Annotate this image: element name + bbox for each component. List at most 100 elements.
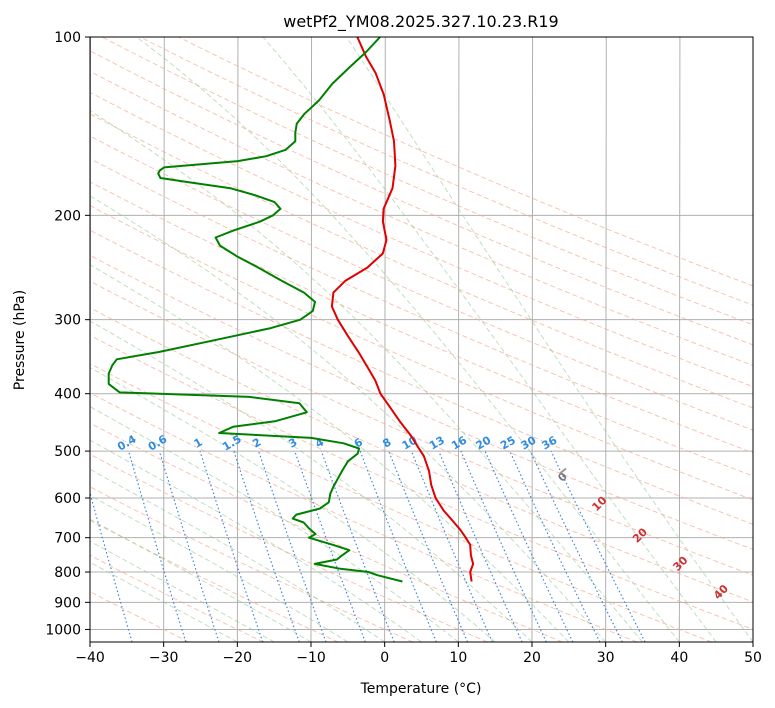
mixing-ratio-line xyxy=(158,450,220,642)
mixing-ratio-label: 1 xyxy=(192,436,205,451)
moist-adiabat-line xyxy=(90,540,275,642)
mixing-ratio-label: 0.1 xyxy=(18,433,41,454)
moist-adiabat-label: 40 xyxy=(711,582,731,602)
dry-adiabat-line xyxy=(90,254,753,550)
mixing-ratio-line xyxy=(550,450,646,642)
mixing-ratio-line xyxy=(320,450,395,642)
moist-adiabat-line xyxy=(90,439,422,642)
isotherm-line xyxy=(384,37,386,642)
mixing-ratio-label: 1.5 xyxy=(220,433,243,454)
y-tick-label: 500 xyxy=(54,444,81,460)
mixing-ratio-line xyxy=(509,450,601,642)
y-tick-label: 700 xyxy=(54,531,81,547)
x-tick-label: 50 xyxy=(744,650,762,666)
mixing-ratio-label: 2 xyxy=(250,436,263,451)
isotherm-line xyxy=(163,37,165,642)
mixing-ratio-line xyxy=(90,490,133,642)
dry-adiabat-line xyxy=(90,453,488,642)
y-tick-label: 200 xyxy=(54,208,81,224)
dry-adiabat-line xyxy=(90,113,753,409)
background-line-labels: 0.10.20.40.611.52346810131620253036-100-… xyxy=(18,432,731,602)
x-tick-label: 30 xyxy=(597,650,615,666)
moist-adiabat-line xyxy=(90,367,496,642)
moist-adiabat-line xyxy=(90,195,607,642)
mixing-ratio-label: 36 xyxy=(539,433,559,452)
background-lines xyxy=(90,37,753,642)
mixing-ratio-label: 30 xyxy=(519,433,539,452)
y-axis-label: Pressure (hPa) xyxy=(12,290,28,390)
x-tick-label: −20 xyxy=(223,650,253,666)
dry-adiabat-line xyxy=(90,70,753,367)
chart-title: wetPf2_YM08.2025.327.10.23.R19 xyxy=(283,12,558,32)
y-tick-label: 800 xyxy=(54,565,81,581)
x-tick-label: 20 xyxy=(523,650,541,666)
mixing-ratio-label: 0.4 xyxy=(115,432,139,453)
moist-adiabat-label: 30 xyxy=(671,553,691,573)
moist-adiabat-line xyxy=(262,37,717,642)
dewpoint-line xyxy=(107,37,403,583)
dry-adiabat-line xyxy=(90,591,189,642)
mixing-ratio-label: 25 xyxy=(498,434,518,453)
moist-ascent-line xyxy=(559,467,567,475)
dry-adiabat-line xyxy=(90,363,712,642)
mixing-ratio-line xyxy=(128,450,187,642)
isotherm-line xyxy=(678,37,681,642)
dry-adiabat-line xyxy=(90,135,753,431)
temperature-line xyxy=(330,37,475,582)
x-tick-label: −10 xyxy=(296,650,326,666)
x-axis-label: Temperature (°C) xyxy=(360,681,482,697)
moist-adiabat-label: 10 xyxy=(589,494,609,514)
mixing-ratio-line xyxy=(359,450,437,642)
mixing-ratio-line xyxy=(460,450,547,642)
x-tick-label: −30 xyxy=(149,650,179,666)
mixing-ratio-label: 8 xyxy=(380,436,393,451)
x-tick-label: −40 xyxy=(75,650,105,666)
y-tick-label: 400 xyxy=(54,387,81,403)
profile-series xyxy=(107,37,567,583)
mixing-ratio-line xyxy=(438,450,523,642)
dry-adiabat-line xyxy=(90,181,753,477)
moist-adiabat-line xyxy=(90,518,312,642)
moist-adiabat-line xyxy=(136,37,680,642)
isotherm-line xyxy=(236,37,239,642)
dry-adiabat-line xyxy=(90,280,753,576)
mixing-ratio-line xyxy=(294,450,366,642)
mixing-ratio-label: 0.6 xyxy=(146,432,170,453)
moist-adiabat-line xyxy=(90,494,349,642)
dry-adiabat-line xyxy=(90,519,339,642)
moist-adiabat-line xyxy=(90,110,643,642)
isotherm-line xyxy=(310,37,313,642)
dry-adiabat-line xyxy=(101,37,753,326)
axes: −40 −30 −20 −10 0 10 20 30 40 50 100 200 300 400 500 60… xyxy=(45,30,762,666)
y-tick-label: 900 xyxy=(54,595,81,611)
x-tick-label: 10 xyxy=(449,650,467,666)
dry-adiabat-line xyxy=(90,205,753,501)
dry-adiabat-line xyxy=(90,392,638,642)
y-tick-label: 100 xyxy=(54,30,81,46)
y-tick-label: 1000 xyxy=(45,622,81,638)
mixing-ratio-line xyxy=(257,450,327,642)
isotherm-line xyxy=(457,37,460,642)
dry-adiabat-line xyxy=(90,334,753,630)
mixing-ratio-label: 20 xyxy=(473,433,493,452)
y-tick-label: 600 xyxy=(54,491,81,507)
moist-adiabat-line xyxy=(90,468,385,642)
moist-adiabat-line xyxy=(90,406,459,642)
x-tick-label: 40 xyxy=(670,650,688,666)
dry-adiabat-line xyxy=(90,158,753,454)
mixing-ratio-line xyxy=(410,450,493,642)
dry-adiabat-line xyxy=(90,307,753,603)
plot-frame xyxy=(89,36,754,643)
dry-adiabat-line xyxy=(90,91,753,388)
dry-adiabat-line xyxy=(90,422,563,642)
dry-adiabat-line xyxy=(90,554,264,642)
mixing-ratio-line xyxy=(233,450,300,642)
mixing-ratio-line xyxy=(529,450,623,642)
mixing-ratio-line xyxy=(388,450,469,642)
x-tick-label: 0 xyxy=(380,650,389,666)
moist-adiabat-line xyxy=(90,320,533,642)
moist-adiabat-line xyxy=(346,37,753,642)
y-tick-label: 300 xyxy=(54,313,81,329)
isotherm-line xyxy=(605,37,607,642)
